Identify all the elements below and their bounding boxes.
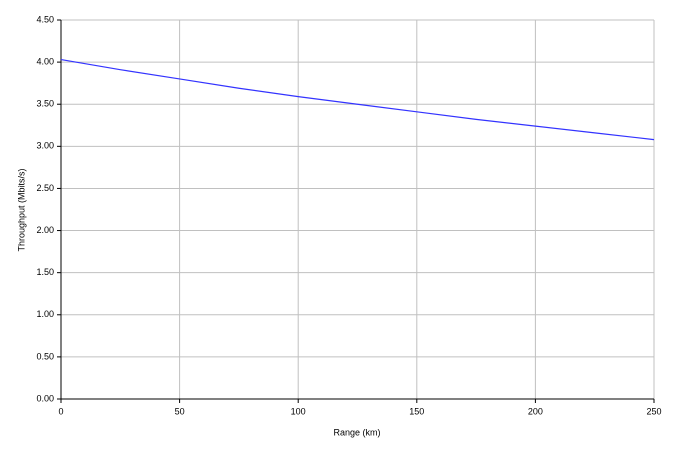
y-tick-label: 1.00 xyxy=(36,309,54,319)
y-tick-label: 1.50 xyxy=(36,267,54,277)
line xyxy=(60,58,655,141)
x-tick-label: 200 xyxy=(528,406,543,416)
y-tick-label: 0.00 xyxy=(36,393,54,403)
x-tick-label: 50 xyxy=(175,406,185,416)
y-tick-label: 2.00 xyxy=(36,225,54,235)
y-tick-label: 2.50 xyxy=(36,183,54,193)
x-tick-label: 100 xyxy=(291,406,306,416)
y-tick-label: 4.00 xyxy=(36,56,54,66)
y-tick-label: 0.50 xyxy=(36,351,54,361)
x-axis-title: Range (km) xyxy=(333,427,380,437)
y-axis-title: Throughput (Mbits/s) xyxy=(16,168,26,251)
x-tick-label: 0 xyxy=(58,406,63,416)
x-tick-label: 250 xyxy=(646,406,661,416)
x-tick-label: 150 xyxy=(409,406,424,416)
y-tick-label: 3.00 xyxy=(36,141,54,151)
y-tick-label: 3.50 xyxy=(36,99,54,109)
y-tick-label: 4.50 xyxy=(36,14,54,24)
